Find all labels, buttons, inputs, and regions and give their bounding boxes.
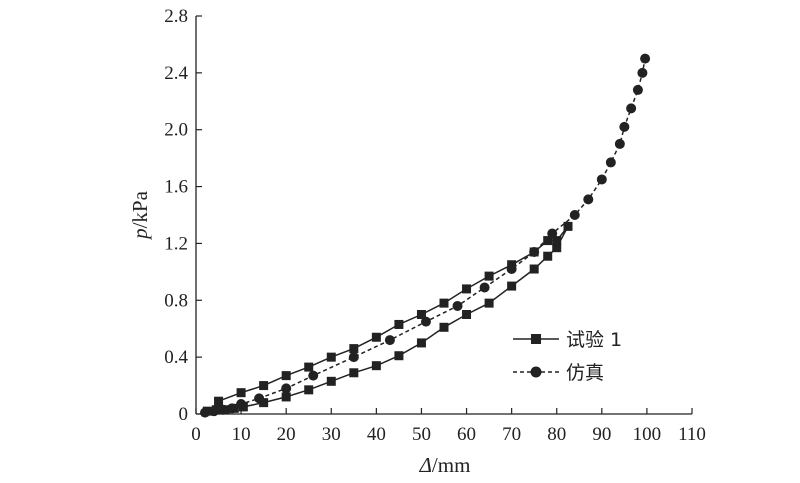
data-point-circle (209, 406, 220, 417)
data-point-square (416, 338, 426, 348)
data-point-circle (236, 399, 247, 410)
series-line-1 (204, 58, 646, 414)
data-point-circle (384, 335, 395, 346)
data-point-square (371, 361, 381, 371)
x-tick-label: 10 (232, 424, 251, 445)
y-tick-label: 0 (179, 404, 189, 425)
legend: 试验 1 仿真 (513, 329, 622, 384)
data-point-circle (640, 53, 651, 64)
data-point-square (484, 271, 494, 281)
data-point-square (349, 344, 359, 354)
data-point-circle (348, 352, 359, 363)
data-point-circle (506, 264, 517, 275)
plot-area: 0 10 20 30 40 50 60 70 80 90 100 110 0 0.4 0.8 1.2 1.6 2… (164, 6, 706, 445)
data-point-circle (452, 300, 463, 311)
x-tick-label: 50 (412, 424, 431, 445)
data-point-circle (254, 393, 265, 404)
data-point-square (304, 385, 314, 395)
legend-label-test1: 试验 1 (566, 329, 622, 351)
y-tick-label: 0.8 (164, 290, 188, 311)
data-point-circle (637, 67, 648, 78)
x-tick-label: 70 (502, 424, 521, 445)
data-point-square (416, 310, 426, 319)
data-point-square (543, 251, 553, 261)
data-point-square (281, 392, 291, 402)
data-point-square (484, 298, 494, 308)
y-tick-label: 1.2 (164, 233, 188, 254)
legend-marker-circle (530, 366, 542, 378)
data-point-circle (200, 407, 211, 418)
x-tick-label: 100 (633, 424, 662, 445)
data-point-circle (308, 370, 319, 381)
data-point-square (326, 352, 336, 362)
data-point-circle (529, 246, 540, 257)
data-point-square (439, 322, 449, 332)
data-point-circle (479, 282, 490, 293)
data-point-square (371, 332, 381, 342)
data-point-circle (547, 228, 558, 239)
data-point-square (236, 388, 246, 398)
x-tick-label: 20 (277, 424, 296, 445)
data-point-square (281, 371, 291, 381)
data-point-square (543, 236, 553, 246)
x-axis-label-unit: /mm (432, 453, 471, 477)
data-point-square (304, 362, 314, 372)
legend-marker-square (531, 334, 541, 344)
data-point-square (529, 264, 539, 274)
data-point-circle (583, 194, 594, 205)
data-point-square (552, 236, 562, 246)
data-point-square (259, 398, 269, 408)
data-point-circle (619, 121, 630, 132)
x-tick-label: 110 (678, 424, 706, 445)
x-tick-label: 60 (457, 424, 476, 445)
y-tick-label: 2.8 (164, 6, 188, 27)
data-point-square (349, 368, 359, 378)
y-axis-label-symbol: p (128, 228, 152, 241)
x-tick-label: 40 (367, 424, 386, 445)
data-point-circle (218, 404, 229, 415)
data-point-circle (281, 383, 292, 394)
data-point-circle (605, 157, 616, 168)
data-point-square (462, 284, 472, 294)
y-axis-label: p/kPa (128, 190, 152, 241)
data-point-circle (569, 210, 580, 220)
data-point-square (507, 281, 517, 291)
data-point-square (259, 381, 269, 391)
y-axis-label-unit: /kPa (128, 190, 152, 228)
x-tick-label: 90 (592, 424, 611, 445)
y-tick-label: 0.4 (164, 347, 188, 368)
y-tick-label: 2.4 (164, 63, 188, 84)
data-point-circle (227, 403, 238, 414)
data-point-square (439, 298, 449, 308)
y-tick-label: 2.0 (164, 120, 188, 141)
legend-label-simulation: 仿真 (566, 362, 604, 384)
x-tick-label: 30 (322, 424, 341, 445)
data-point-square (552, 243, 562, 253)
data-point-circle (626, 103, 637, 114)
y-axis-ticks: 0 0.4 0.8 1.2 1.6 2.0 2.4 2.8 (164, 6, 202, 425)
legend-entry-simulation: 仿真 (513, 362, 604, 384)
data-point-square (394, 351, 404, 361)
legend-entry-test1: 试验 1 (513, 329, 622, 351)
x-axis-label-symbol: Δ (419, 453, 432, 477)
x-tick-label: 0 (191, 424, 201, 445)
data-point-circle (420, 316, 431, 327)
data-point-square (214, 396, 224, 406)
series-layer (200, 53, 651, 418)
data-point-square (563, 221, 573, 231)
data-point-square (326, 376, 336, 386)
data-point-circle (614, 138, 625, 149)
data-point-circle (632, 84, 643, 95)
x-axis-label: Δ/mm (419, 453, 471, 477)
y-tick-label: 1.6 (164, 177, 188, 198)
x-tick-label: 80 (547, 424, 566, 445)
data-point-square (394, 319, 404, 329)
x-axis-ticks: 0 10 20 30 40 50 60 70 80 90 100 110 (191, 408, 706, 445)
data-point-circle (596, 174, 607, 185)
data-point-square (462, 310, 472, 319)
